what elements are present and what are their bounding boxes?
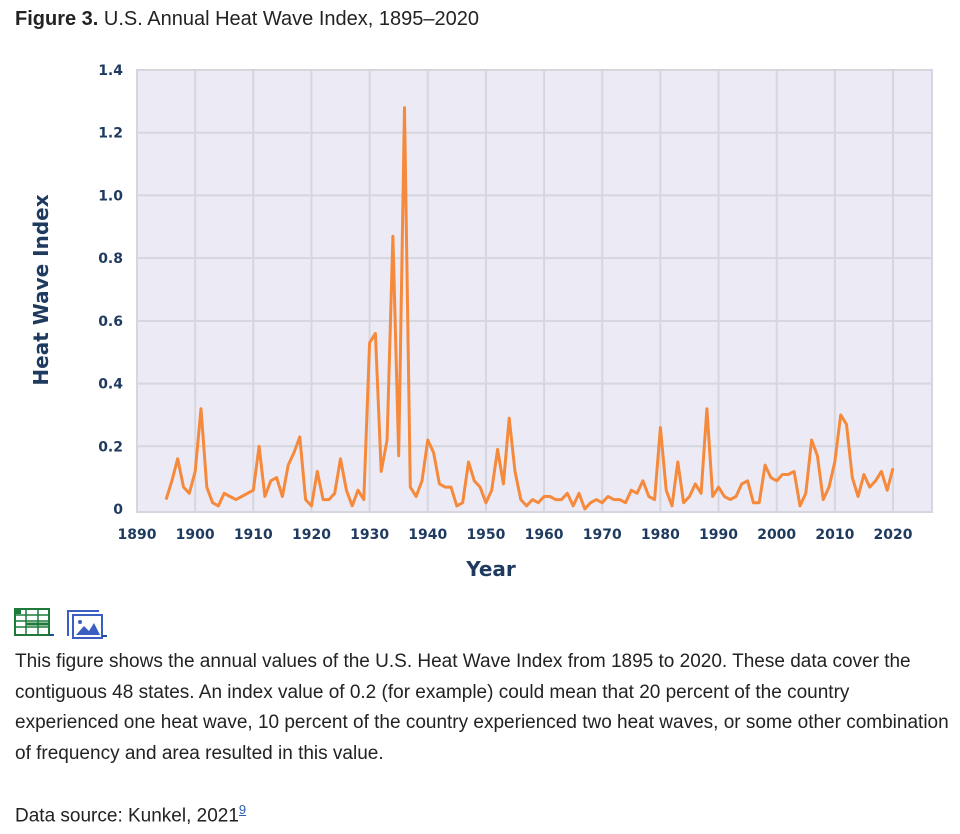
x-tick-label: 1990 xyxy=(699,527,738,543)
y-tick-label: 0.2 xyxy=(98,439,123,455)
y-axis-label: Heat Wave Index xyxy=(29,194,53,385)
x-tick-label: 1940 xyxy=(408,527,447,543)
figure-description: This figure shows the annual values of t… xyxy=(15,651,949,764)
y-tick-label: 0 xyxy=(113,502,123,518)
spreadsheet-icon[interactable] xyxy=(14,608,54,645)
x-tick-label: 1920 xyxy=(292,527,331,543)
y-tick-label: 0.6 xyxy=(98,314,123,330)
data-source-text: Data source: Kunkel, 2021 xyxy=(15,805,239,827)
figure-label: Figure 3. xyxy=(15,8,99,30)
series-line xyxy=(164,106,895,511)
data-source: Data source: Kunkel, 20219 xyxy=(15,802,246,827)
x-tick-label: 1930 xyxy=(350,527,389,543)
x-tick-label: 2020 xyxy=(874,527,913,543)
x-tick-label: 1900 xyxy=(176,527,215,543)
y-tick-label: 1.4 xyxy=(98,63,123,79)
x-tick-label: 1950 xyxy=(466,527,505,543)
figure-title-text: U.S. Annual Heat Wave Index, 1895–2020 xyxy=(103,8,479,30)
x-tick-label: 2010 xyxy=(815,527,854,543)
x-tick-label: 1960 xyxy=(525,527,564,543)
heat-wave-chart: 1890 1900 1910 1920 1930 1940 1950 1960 1970 1980… xyxy=(29,63,933,581)
gridlines xyxy=(137,69,932,511)
footnote-link[interactable]: 9 xyxy=(238,802,247,817)
image-icon[interactable] xyxy=(66,608,108,645)
plot-background xyxy=(136,69,933,513)
x-tick-label: 1970 xyxy=(583,527,622,543)
y-tick-label: 1.2 xyxy=(98,126,123,142)
x-tick-label: 1890 xyxy=(118,527,157,543)
x-tick-label: 1910 xyxy=(234,527,273,543)
y-tick-label: 0.8 xyxy=(98,251,123,267)
y-tick-label: 0.4 xyxy=(98,377,123,393)
x-tick-labels: 1890 1900 1910 1920 1930 1940 1950 1960 1970 1980… xyxy=(118,527,913,543)
figure-title: Figure 3. U.S. Annual Heat Wave Index, 1… xyxy=(15,8,479,31)
download-icons xyxy=(14,608,108,645)
x-tick-label: 1980 xyxy=(641,527,680,543)
y-tick-labels: 0 0.2 0.4 0.6 0.8 1.0 1.2 1.4 xyxy=(98,63,123,518)
y-tick-label: 1.0 xyxy=(98,188,123,204)
x-tick-label: 2000 xyxy=(757,527,796,543)
x-axis-label: Year xyxy=(465,557,516,581)
